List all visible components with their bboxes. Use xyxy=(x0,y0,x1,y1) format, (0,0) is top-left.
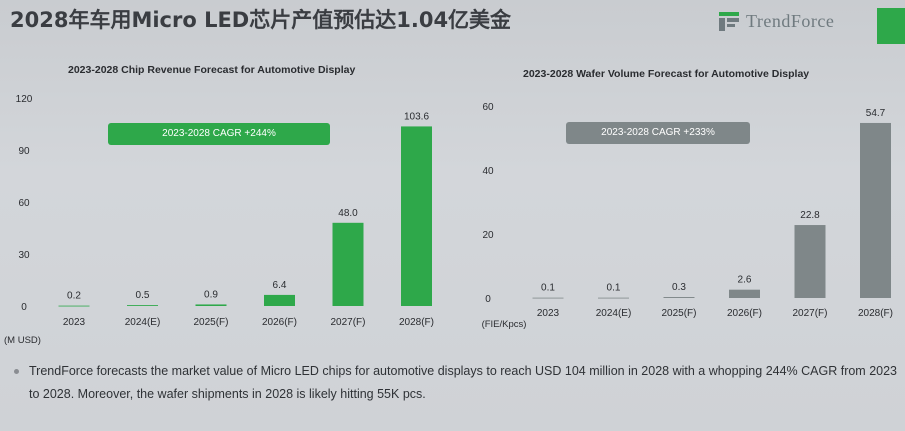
brand-logo: TrendForce xyxy=(718,10,834,32)
chart-1-category-label: 2025(F) xyxy=(193,317,228,328)
chart-2-value-label: 54.7 xyxy=(866,108,886,119)
footnote-line-1: TrendForce forecasts the market value of… xyxy=(29,364,897,378)
chart-1-title: 2023-2028 Chip Revenue Forecast for Auto… xyxy=(68,64,356,76)
chart-1-y-tick: 60 xyxy=(18,198,30,209)
chart-1-bar xyxy=(127,305,158,306)
chart-1-value-label: 6.4 xyxy=(273,280,287,291)
chart-1-bar xyxy=(332,222,364,306)
chart-2-category-label: 2025(F) xyxy=(661,308,696,319)
chart-2-bar xyxy=(860,122,891,299)
chart-1-category-label: 2028(F) xyxy=(399,317,434,328)
chart-1-cagr-badge: 2023-2028 CAGR +244% xyxy=(108,123,330,145)
chart-2-value-label: 0.3 xyxy=(672,282,686,293)
trendforce-logo-icon xyxy=(719,12,739,31)
chart-1-y-tick: 0 xyxy=(21,302,27,313)
chart-2-bar xyxy=(794,225,826,298)
chart-1-y-tick: 90 xyxy=(18,146,30,157)
chart-2-category-label: 2026(F) xyxy=(727,308,762,319)
chart-2-value-label: 2.6 xyxy=(738,275,752,286)
chart-1-category-label: 2027(F) xyxy=(330,317,365,328)
chart-1-category-label: 2026(F) xyxy=(262,317,297,328)
chart-1-bar xyxy=(401,126,432,306)
chart-1-category-label: 2024(E) xyxy=(125,317,161,328)
chart-1-y-tick: 30 xyxy=(18,250,30,261)
chart-1-unit-label: (M USD) xyxy=(4,335,41,346)
chart-1-category-label: 2023 xyxy=(63,317,86,328)
chart-1-bar xyxy=(58,305,90,307)
chart-2-y-tick: 40 xyxy=(482,166,494,177)
footnote-line-2: to 2028. Moreover, the wafer shipments i… xyxy=(29,387,426,401)
chart-2-value-label: 0.1 xyxy=(541,283,555,294)
chart-1-value-label: 103.6 xyxy=(404,111,429,122)
chart-1-bar xyxy=(264,294,295,306)
chart-2-bar xyxy=(532,297,564,299)
chart-2-unit-label: (FIE/Kpcs) xyxy=(482,319,527,330)
chart-2-category-label: 2028(F) xyxy=(858,308,893,319)
chart-1-value-label: 0.2 xyxy=(67,291,81,302)
footnote: TrendForce forecasts the market value of… xyxy=(14,360,899,406)
brand-name: TrendForce xyxy=(746,10,835,31)
chart-1-value-label: 0.9 xyxy=(204,289,218,300)
chart-2-cagr-badge: 2023-2028 CAGR +233% xyxy=(566,122,750,144)
chart-1-value-label: 0.5 xyxy=(136,290,150,301)
chart-2-y-tick: 0 xyxy=(485,294,491,305)
chart-1-value-label: 48.0 xyxy=(338,208,358,219)
chart-2-category-label: 2027(F) xyxy=(792,308,827,319)
chart-2-value-label: 22.8 xyxy=(800,210,820,221)
page-title: 2028年车用Micro LED芯片产值预估达1.04亿美金 xyxy=(10,8,512,32)
chart-2-bar xyxy=(663,297,695,298)
chart-2-y-tick: 20 xyxy=(482,230,494,241)
chart-2-category-label: 2024(E) xyxy=(596,308,632,319)
bullet-icon xyxy=(14,369,19,375)
chart-2-category-label: 2023 xyxy=(537,308,560,319)
chart-1-y-tick: 120 xyxy=(16,94,33,105)
chart-2-value-label: 0.1 xyxy=(607,283,621,294)
chart-2-y-tick: 60 xyxy=(482,102,494,113)
chart-2-bar xyxy=(729,289,760,298)
chart-2-bar xyxy=(598,297,629,299)
chart-1-bar xyxy=(195,304,227,306)
accent-tab xyxy=(877,8,905,44)
chart-2-title: 2023-2028 Wafer Volume Forecast for Auto… xyxy=(523,68,810,80)
